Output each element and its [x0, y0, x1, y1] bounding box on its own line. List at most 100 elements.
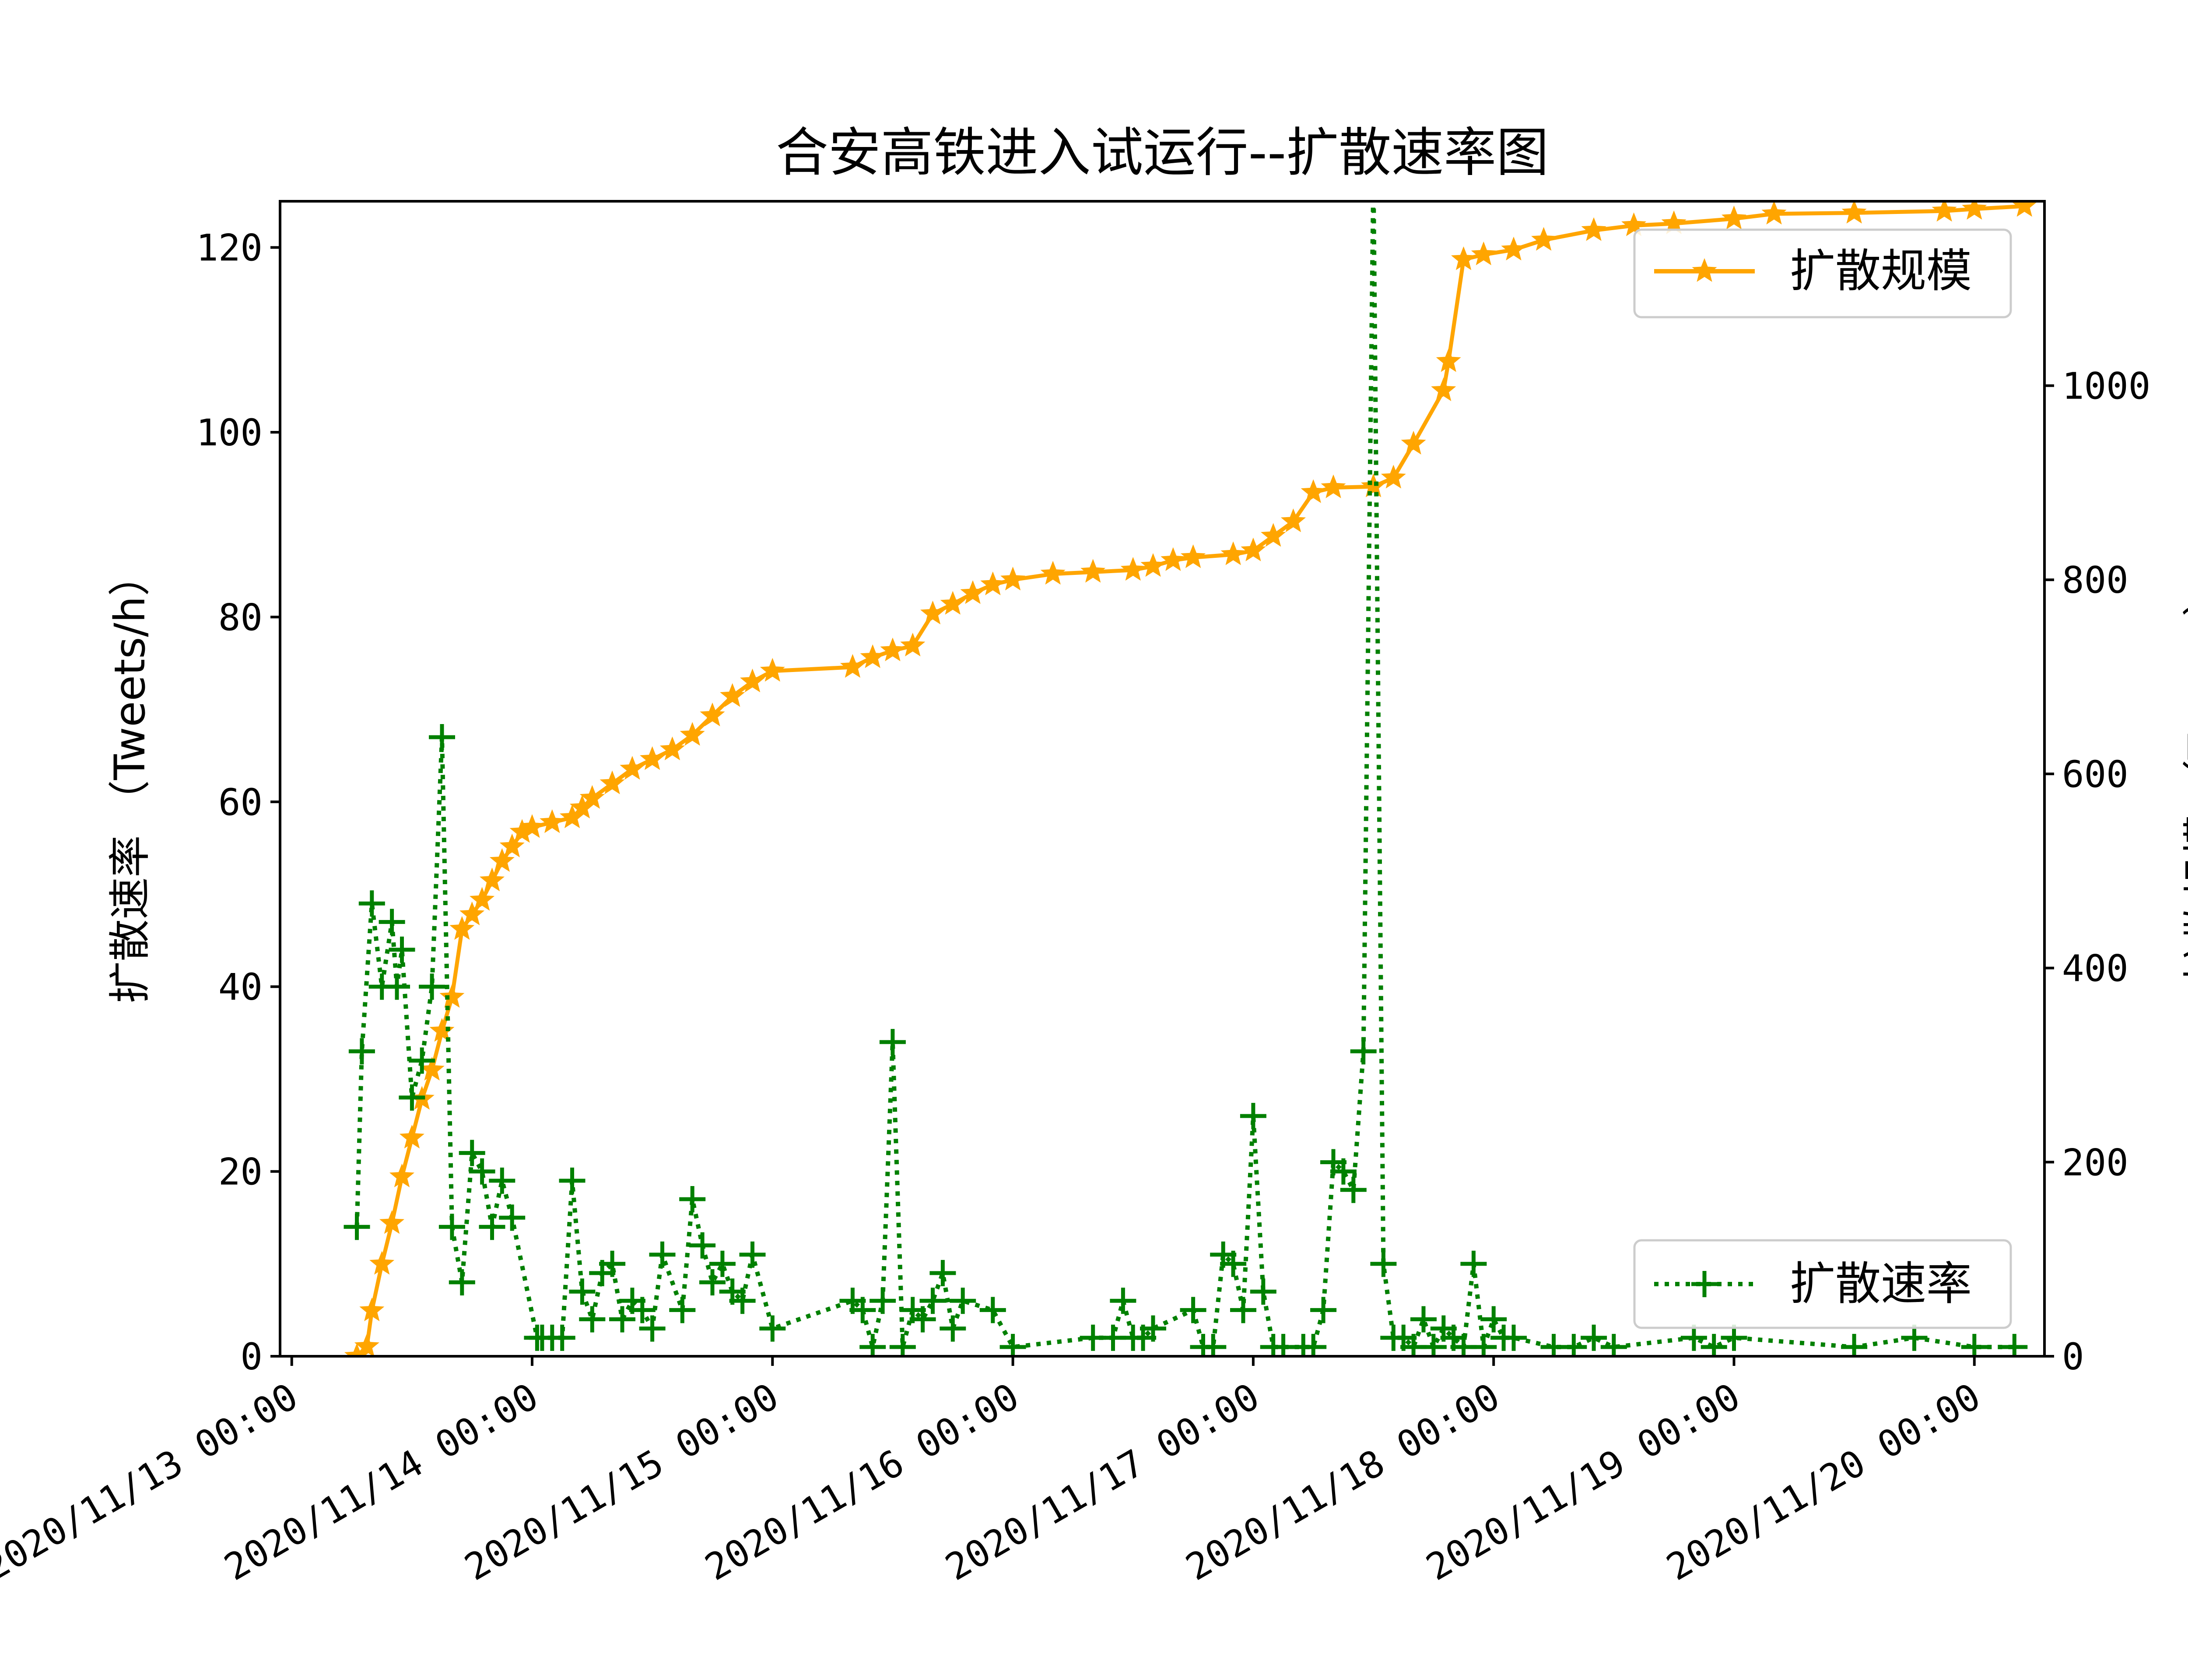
data-point-1-97: [1680, 1324, 1707, 1351]
data-point-0-32: [840, 654, 865, 678]
data-point-0-5: [389, 1163, 414, 1187]
data-point-0-39: [980, 571, 1006, 595]
data-point-1-66: [1230, 1297, 1256, 1323]
data-point-0-58: [1451, 246, 1476, 270]
y-left-tick-label-0: 0: [240, 1335, 263, 1378]
data-point-1-90: [1480, 1306, 1507, 1333]
series-line-1: [354, 201, 2015, 1349]
data-point-0-60: [1501, 236, 1526, 261]
data-point-0-14: [479, 867, 505, 892]
data-point-1-22: [559, 1167, 586, 1194]
data-point-1-24: [579, 1306, 606, 1333]
data-point-0-41: [1040, 560, 1066, 585]
y-left-tick-label-4: 80: [218, 596, 263, 639]
data-point-0-28: [700, 702, 725, 727]
data-point-0-33: [860, 644, 885, 668]
data-point-0-45: [1161, 547, 1186, 571]
data-point-1-68: [1250, 1278, 1276, 1305]
legend-rate-plus-icon: [1691, 1271, 1718, 1297]
data-point-1-7: [399, 1084, 425, 1111]
data-point-0-15: [489, 848, 515, 872]
data-point-1-44: [870, 1288, 896, 1314]
data-point-1-14: [469, 1158, 495, 1185]
data-point-1-50: [929, 1260, 956, 1286]
data-point-0-11: [449, 916, 475, 940]
data-point-0-17: [509, 819, 535, 843]
data-point-1-73: [1310, 1297, 1337, 1323]
data-point-1-13: [459, 1140, 485, 1166]
legend-scale-star-icon: [1692, 258, 1717, 282]
data-point-0-65: [1722, 205, 1746, 230]
data-point-0-42: [1080, 559, 1106, 583]
data-point-1-75: [1330, 1158, 1357, 1185]
data-point-1-60: [1140, 1315, 1166, 1342]
y-right-tick-label-0: 0: [2062, 1335, 2084, 1378]
data-point-1-35: [699, 1269, 726, 1295]
data-point-1-49: [919, 1288, 946, 1314]
data-point-1-95: [1581, 1324, 1607, 1351]
data-point-1-5: [384, 973, 410, 1000]
data-point-1-57: [1110, 1288, 1136, 1314]
data-point-0-8: [419, 1057, 445, 1081]
data-point-0-69: [1962, 201, 1987, 220]
data-point-1-11: [438, 1214, 465, 1240]
data-point-0-48: [1241, 537, 1266, 561]
data-point-1-2: [358, 890, 385, 917]
data-point-0-24: [620, 756, 645, 780]
data-point-1-29: [629, 1297, 656, 1323]
data-point-0-62: [1581, 217, 1606, 241]
data-point-1-52: [950, 1288, 976, 1314]
data-point-0-26: [659, 736, 685, 760]
data-point-0-67: [1841, 201, 1867, 224]
data-point-0-46: [1181, 544, 1206, 568]
data-point-0-34: [880, 637, 905, 662]
data-point-0-44: [1140, 553, 1166, 577]
data-point-0-27: [680, 722, 705, 746]
data-point-1-27: [609, 1306, 635, 1333]
data-point-0-22: [579, 785, 605, 809]
data-point-0-53: [1361, 473, 1386, 497]
data-point-0-52: [1321, 474, 1346, 498]
data-point-0-47: [1220, 541, 1246, 565]
data-point-0-25: [640, 746, 665, 770]
data-point-0-23: [600, 770, 625, 794]
data-point-0-59: [1471, 242, 1496, 266]
series-layer: [344, 201, 2037, 1356]
data-point-0-64: [1661, 210, 1687, 234]
data-point-0-35: [900, 633, 926, 657]
data-point-1-34: [689, 1232, 716, 1259]
data-point-1-8: [409, 1047, 435, 1074]
data-point-0-40: [1000, 567, 1026, 591]
chart-title: 合安高铁进入试运行--扩散速率图: [776, 122, 1549, 183]
data-point-1-23: [569, 1278, 596, 1305]
y-axis-label-right: 扩散规模 （Tweets）: [2180, 574, 2188, 983]
data-point-0-54: [1381, 465, 1406, 489]
data-point-0-36: [920, 600, 945, 625]
data-point-1-40: [759, 1315, 786, 1342]
data-point-0-16: [499, 833, 525, 858]
y-right-tick-label-4: 800: [2062, 559, 2128, 602]
data-point-1-79: [1370, 1250, 1397, 1277]
data-point-1-101: [1901, 1324, 1928, 1351]
legend-rate: 扩散速率: [1633, 1239, 2012, 1329]
data-point-1-1: [348, 1038, 375, 1064]
y-left-tick-label-3: 60: [218, 781, 263, 824]
y-right-tick-label-3: 600: [2062, 753, 2128, 796]
data-point-1-16: [489, 1167, 515, 1194]
data-point-1-45: [879, 1029, 906, 1055]
data-point-1-36: [709, 1250, 736, 1277]
data-point-1-31: [649, 1241, 676, 1268]
y-axis-label-left: 扩散速率 （Tweets/h）: [105, 554, 154, 1004]
data-point-1-12: [449, 1269, 475, 1295]
data-point-0-3: [369, 1251, 395, 1275]
data-point-1-6: [389, 936, 415, 963]
y-right-tick-label-2: 400: [2062, 947, 2128, 990]
data-point-1-48: [909, 1306, 936, 1333]
data-point-0-29: [720, 683, 745, 707]
data-point-0-19: [540, 809, 565, 833]
legend-scale-label: 扩散规模: [1790, 244, 1972, 298]
y-left-tick-label-6: 120: [196, 227, 263, 270]
data-point-0-49: [1261, 523, 1286, 547]
data-point-0-70: [2012, 201, 2037, 217]
